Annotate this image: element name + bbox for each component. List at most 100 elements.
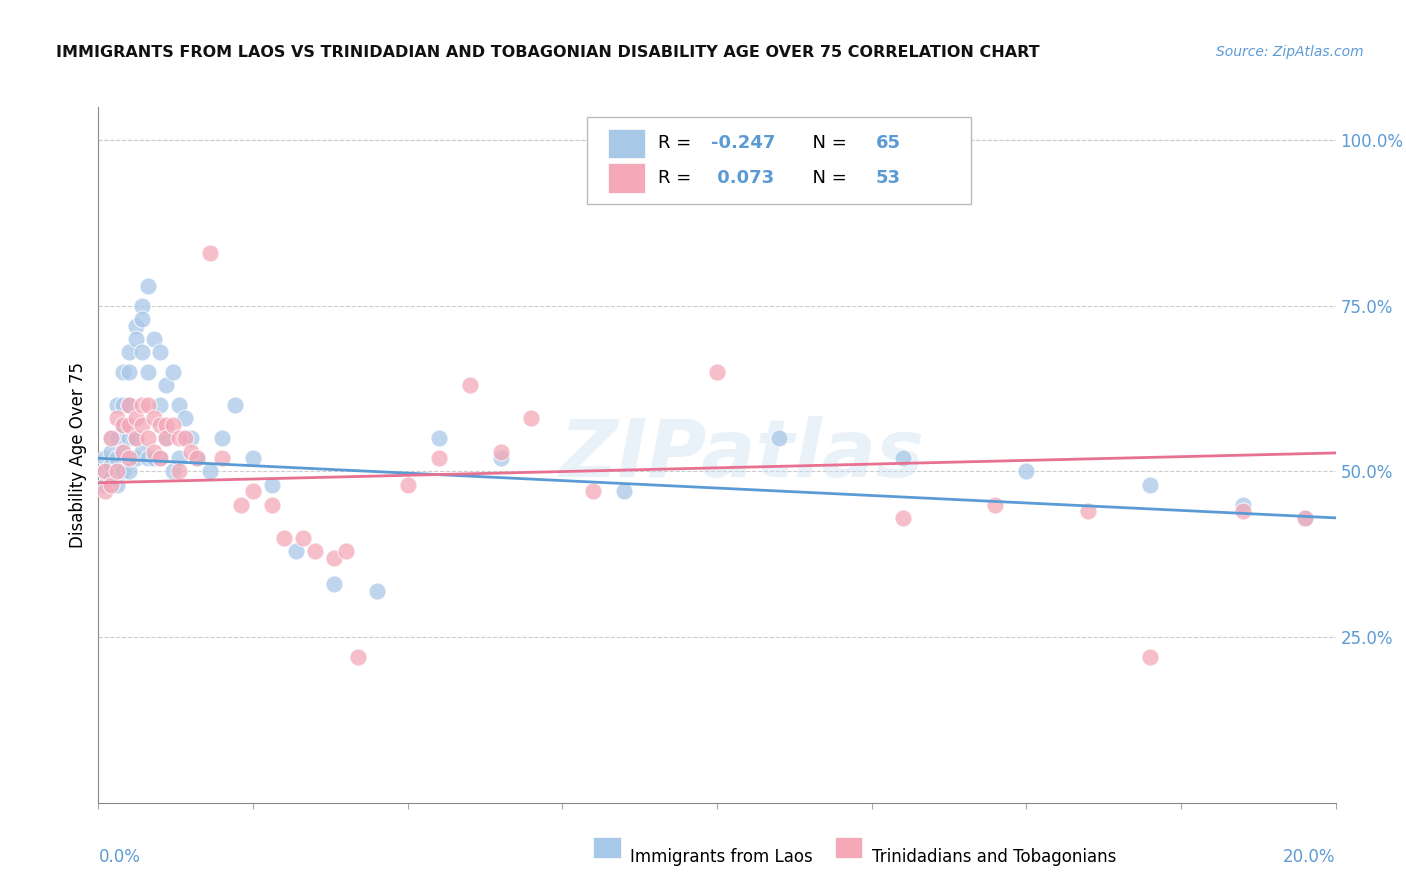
FancyBboxPatch shape [588, 118, 970, 204]
Text: N =: N = [801, 169, 852, 187]
Text: 0.073: 0.073 [711, 169, 773, 187]
Point [105, 431, 128, 445]
Point [180, 444, 202, 458]
Point [167, 431, 190, 445]
Point [198, 465, 221, 479]
Point [706, 365, 728, 379]
Point [131, 312, 153, 326]
Point [1139, 650, 1161, 665]
Point [1232, 504, 1254, 518]
Point [105, 451, 128, 466]
Point [273, 531, 295, 545]
Point [131, 444, 153, 458]
Point [613, 484, 636, 499]
Point [984, 498, 1007, 512]
Point [155, 378, 177, 392]
Point [162, 465, 184, 479]
Point [149, 398, 172, 412]
Point [118, 398, 141, 412]
Point [124, 332, 146, 346]
Point [143, 451, 166, 466]
Point [136, 451, 159, 466]
Point [124, 431, 146, 445]
Point [304, 544, 326, 558]
Point [162, 365, 184, 379]
Point [520, 411, 543, 425]
Point [118, 418, 141, 433]
Point [891, 451, 914, 466]
Point [186, 451, 208, 466]
Point [131, 398, 153, 412]
Point [143, 411, 166, 425]
Point [131, 299, 153, 313]
Point [112, 444, 135, 458]
Point [347, 650, 370, 665]
Point [124, 411, 146, 425]
FancyBboxPatch shape [609, 128, 645, 158]
Point [155, 431, 177, 445]
FancyBboxPatch shape [609, 163, 645, 193]
Point [291, 531, 314, 545]
Point [131, 418, 153, 433]
Point [136, 365, 159, 379]
Point [112, 418, 135, 433]
Point [1077, 504, 1099, 518]
Text: -0.247: -0.247 [711, 134, 775, 153]
Point [105, 465, 128, 479]
Point [224, 398, 246, 412]
Point [260, 477, 283, 491]
Point [149, 345, 172, 359]
Point [211, 431, 233, 445]
Point [260, 498, 283, 512]
Point [112, 444, 135, 458]
Point [1139, 477, 1161, 491]
Point [118, 465, 141, 479]
Point [118, 398, 141, 412]
Text: R =: R = [658, 134, 696, 153]
Point [100, 458, 122, 472]
Point [105, 477, 128, 491]
Point [112, 465, 135, 479]
Point [112, 418, 135, 433]
Point [149, 451, 172, 466]
Point [100, 444, 122, 458]
Point [143, 332, 166, 346]
Point [242, 484, 264, 499]
Y-axis label: Disability Age Over 75: Disability Age Over 75 [69, 362, 87, 548]
Point [100, 431, 122, 445]
Point [242, 451, 264, 466]
Point [1294, 511, 1316, 525]
Point [100, 477, 122, 491]
Text: Source: ZipAtlas.com: Source: ZipAtlas.com [1216, 45, 1364, 59]
Point [105, 398, 128, 412]
Point [118, 451, 141, 466]
Point [285, 544, 308, 558]
Point [93, 484, 115, 499]
Point [162, 418, 184, 433]
Point [136, 279, 159, 293]
Point [136, 398, 159, 412]
Point [112, 398, 135, 412]
Point [322, 550, 344, 565]
Point [93, 465, 115, 479]
Point [105, 411, 128, 425]
Point [458, 378, 481, 392]
Text: Trinidadians and Tobagonians: Trinidadians and Tobagonians [872, 848, 1116, 866]
Point [1015, 465, 1038, 479]
Text: IMMIGRANTS FROM LAOS VS TRINIDADIAN AND TOBAGONIAN DISABILITY AGE OVER 75 CORREL: IMMIGRANTS FROM LAOS VS TRINIDADIAN AND … [56, 45, 1040, 60]
Point [124, 451, 146, 466]
Text: 0.0%: 0.0% [98, 848, 141, 866]
Point [322, 577, 344, 591]
Point [155, 431, 177, 445]
Point [1294, 511, 1316, 525]
Point [124, 318, 146, 333]
FancyBboxPatch shape [835, 837, 862, 858]
Point [124, 431, 146, 445]
Point [489, 451, 512, 466]
Point [112, 365, 135, 379]
Point [100, 431, 122, 445]
Point [100, 471, 122, 485]
Point [229, 498, 252, 512]
FancyBboxPatch shape [593, 837, 620, 858]
Point [198, 245, 221, 260]
